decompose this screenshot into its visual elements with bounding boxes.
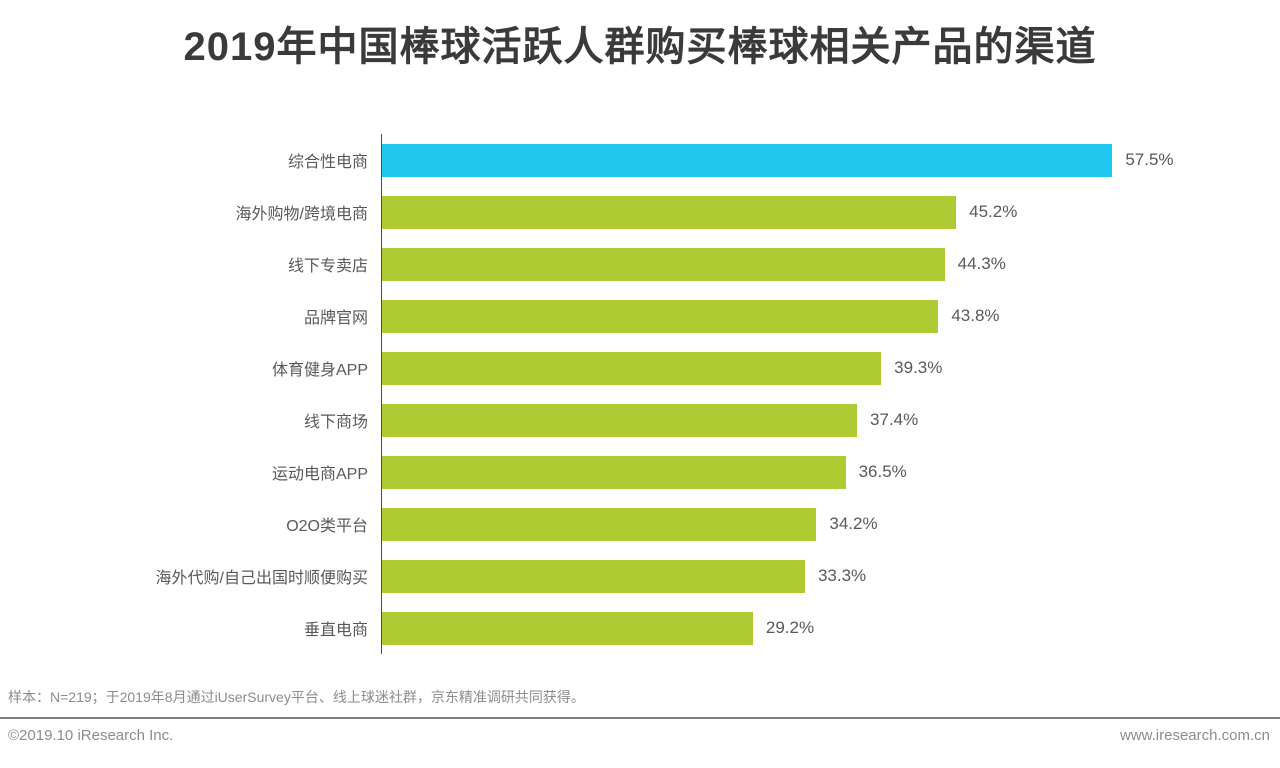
- chart-row: 综合性电商 57.5%: [0, 134, 1280, 186]
- value-label: 34.2%: [829, 514, 878, 533]
- bar: [382, 299, 939, 333]
- category-label: 综合性电商: [287, 154, 368, 171]
- bar: [382, 403, 858, 437]
- value-label: 57.5%: [1125, 150, 1174, 169]
- bar-track: 43.8%: [381, 290, 1280, 342]
- category-label: 线下商场: [303, 414, 368, 431]
- chart-row: 运动电商APP 36.5%: [0, 446, 1280, 498]
- chart-row: 体育健身APP 39.3%: [0, 342, 1280, 394]
- bar-track: 33.3%: [381, 550, 1280, 602]
- category-label: 体育健身APP: [271, 362, 368, 379]
- footer-copyright: ©2019.10 iResearch Inc.: [8, 727, 174, 744]
- bar-track: 29.2%: [381, 602, 1280, 654]
- bar-track: 45.2%: [381, 186, 1280, 238]
- bar-track: 39.3%: [381, 342, 1280, 394]
- chart-row: 垂直电商 29.2%: [0, 602, 1280, 654]
- bar-track: 36.5%: [381, 446, 1280, 498]
- bar: [382, 195, 957, 229]
- category-label: 品牌官网: [303, 310, 368, 327]
- bar-chart: 综合性电商 57.5% 海外购物/跨境电商 45.2% 线下专卖店 44.3% 品牌官网 43…: [0, 134, 1280, 654]
- chart-row: O2O类平台 34.2%: [0, 498, 1280, 550]
- value-label: 37.4%: [870, 410, 919, 429]
- value-label: 29.2%: [765, 618, 815, 637]
- category-label: 垂直电商: [303, 622, 368, 639]
- bar: [382, 143, 1113, 177]
- chart-row: 线下商场 37.4%: [0, 394, 1280, 446]
- chart-row: 海外代购/自己出国时顺便购买 33.3%: [0, 550, 1280, 602]
- chart-row: 海外购物/跨境电商 45.2%: [0, 186, 1280, 238]
- category-label: 海外购物/跨境电商: [235, 206, 368, 223]
- value-label: 36.5%: [858, 462, 907, 481]
- category-label: 海外代购/自己出国时顺便购买: [155, 570, 368, 587]
- category-label: 线下专卖店: [287, 258, 368, 275]
- value-label: 44.3%: [957, 254, 1006, 273]
- value-label: 43.8%: [951, 306, 1000, 325]
- page-title: 2019年中国棒球活跃人群购买棒球相关产品的渠道: [183, 25, 1097, 69]
- category-label: O2O类平台: [286, 518, 368, 535]
- bar: [382, 559, 805, 593]
- bar: [382, 507, 817, 541]
- bar-track: 34.2%: [381, 498, 1280, 550]
- category-label: 运动电商APP: [271, 466, 368, 483]
- value-label: 45.2%: [969, 202, 1018, 221]
- bar-track: 57.5%: [381, 134, 1280, 186]
- bar-track: 44.3%: [381, 238, 1280, 290]
- bar: [382, 611, 753, 645]
- value-label: 33.3%: [817, 566, 867, 585]
- bar-track: 37.4%: [381, 394, 1280, 446]
- chart-row: 品牌官网 43.8%: [0, 290, 1280, 342]
- bar: [382, 247, 945, 281]
- footer-website-link[interactable]: www.iresearch.com.cn: [1119, 727, 1270, 744]
- value-label: 39.3%: [894, 358, 943, 377]
- bar: [382, 455, 846, 489]
- sample-footnote: 样本：N=219；于2019年8月通过iUserSurvey平台、线上球迷社群，…: [8, 689, 585, 705]
- bar: [382, 351, 882, 385]
- chart-row: 线下专卖店 44.3%: [0, 238, 1280, 290]
- footer-bar: ©2019.10 iResearch Inc. www.iresearch.co…: [0, 717, 1280, 744]
